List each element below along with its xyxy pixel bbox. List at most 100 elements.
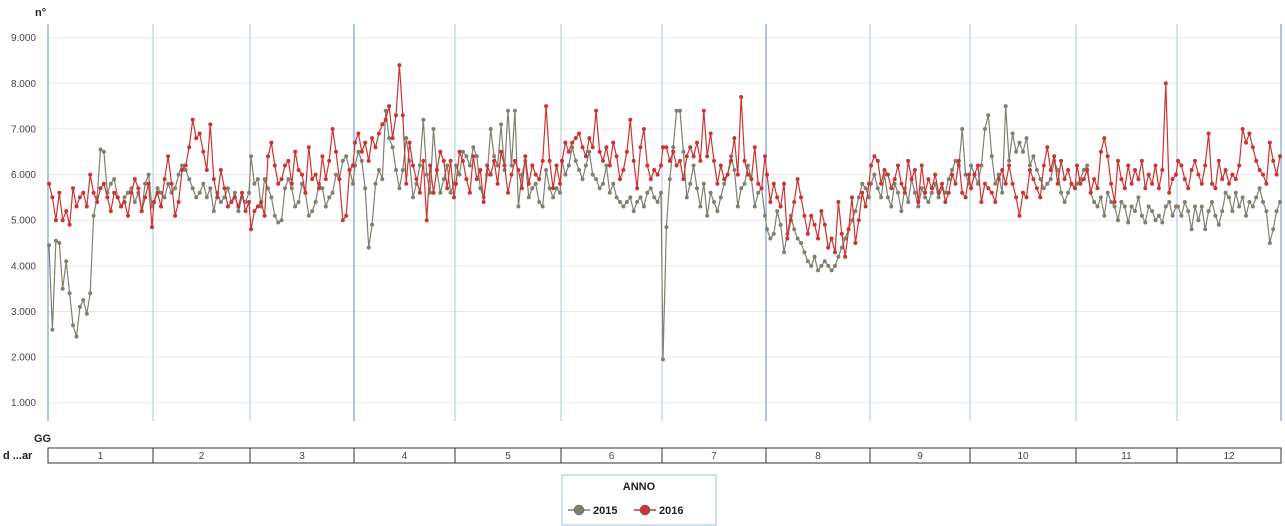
data-point: [1017, 140, 1022, 145]
data-point: [190, 186, 195, 191]
data-point: [262, 177, 267, 182]
data-point: [885, 172, 890, 177]
data-point: [376, 131, 381, 136]
data-point: [684, 154, 689, 159]
data-point: [478, 168, 483, 172]
data-point: [1102, 213, 1107, 218]
data-point: [1126, 163, 1131, 168]
data-point: [101, 181, 106, 186]
data-point: [1240, 127, 1245, 131]
data-point: [1167, 190, 1172, 195]
data-point: [722, 177, 727, 182]
data-point: [1150, 181, 1155, 186]
data-point: [778, 204, 783, 209]
data-point: [1081, 168, 1086, 172]
data-point: [1092, 177, 1097, 182]
data-point: [563, 140, 568, 145]
data-point: [879, 195, 884, 200]
data-point: [906, 158, 911, 163]
data-point: [1048, 168, 1053, 172]
data-point: [162, 177, 167, 182]
data-point: [1122, 204, 1127, 209]
data-point: [674, 108, 679, 113]
data-point: [474, 177, 479, 182]
data-point: [1073, 186, 1077, 191]
data-point: [1189, 168, 1194, 172]
data-point: [782, 181, 786, 186]
data-point: [1179, 213, 1184, 218]
data-point: [1095, 204, 1100, 209]
data-point: [236, 209, 241, 214]
data-point: [809, 263, 814, 268]
data-point: [334, 149, 338, 154]
data-point: [208, 186, 213, 191]
data-point: [661, 357, 665, 362]
data-point: [975, 181, 980, 186]
data-point: [993, 200, 998, 204]
data-point: [363, 140, 368, 145]
data-point: [460, 149, 465, 154]
data-point: [583, 163, 588, 168]
data-point: [310, 177, 315, 182]
data-point: [1261, 172, 1265, 177]
data-point: [533, 172, 538, 177]
data-point: [1098, 195, 1103, 200]
data-point: [1122, 186, 1127, 191]
data-point: [84, 311, 89, 316]
data-point: [327, 195, 332, 200]
data-point: [805, 231, 810, 236]
data-point: [1059, 158, 1064, 163]
data-point: [756, 190, 761, 195]
data-point: [563, 172, 568, 177]
data-point: [67, 291, 72, 296]
data-point: [799, 241, 803, 245]
data-point: [1220, 209, 1225, 214]
data-point: [996, 177, 1001, 182]
data-point: [919, 186, 924, 191]
data-point: [1244, 140, 1248, 145]
data-point: [860, 190, 865, 195]
data-point: [262, 213, 267, 218]
data-point: [940, 181, 944, 186]
data-point: [1017, 213, 1022, 218]
data-point: [618, 200, 622, 204]
data-point: [1150, 209, 1155, 214]
data-point: [1233, 190, 1238, 195]
data-point: [969, 163, 973, 168]
data-point: [340, 158, 345, 163]
data-point: [570, 140, 575, 145]
y-tick-label: 6.000: [11, 170, 36, 181]
data-point: [635, 186, 640, 191]
data-point: [249, 227, 253, 232]
data-point: [919, 163, 924, 168]
data-point: [558, 181, 562, 186]
data-point: [1227, 195, 1231, 200]
data-point: [183, 163, 188, 168]
data-point: [1069, 181, 1074, 186]
data-point: [594, 108, 599, 113]
data-point: [1199, 204, 1204, 209]
data-point: [544, 168, 549, 172]
data-point: [327, 158, 332, 163]
data-point: [688, 181, 693, 186]
data-point: [678, 158, 682, 163]
data-point: [1066, 168, 1071, 172]
data-point: [526, 181, 531, 186]
month-row-frame: [47, 447, 1282, 464]
data-point: [963, 172, 968, 177]
data-point: [387, 136, 392, 141]
data-point: [681, 177, 686, 182]
data-point: [614, 154, 619, 159]
data-point: [255, 204, 260, 209]
data-point: [853, 241, 858, 245]
x-tick-label: 10: [1017, 451, 1029, 462]
data-point: [986, 186, 991, 191]
data-point: [169, 181, 174, 186]
data-point: [255, 177, 260, 182]
y-tick-label: 2.000: [11, 353, 36, 364]
data-point: [843, 236, 848, 241]
legend: ANNO 2015 2016: [561, 474, 717, 526]
data-point: [839, 245, 844, 250]
data-point: [383, 117, 388, 122]
data-point: [370, 136, 375, 141]
